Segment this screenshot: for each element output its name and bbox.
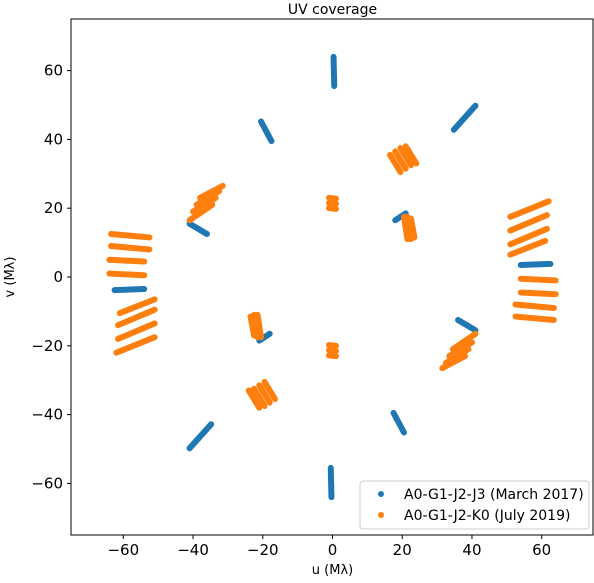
july-2019-uv-track (186, 201, 216, 224)
july-2019-uv-track (512, 301, 557, 311)
legend-marker-july-2019 (378, 512, 384, 518)
july-2019-uv-track (517, 275, 559, 284)
legend-marker-march-2017 (378, 491, 384, 497)
march-2017-uv-track (390, 409, 407, 436)
july-2019-uv-track (400, 213, 411, 243)
july-2019-uv-track (402, 143, 420, 167)
legend: A0-G1-J2-J3 (March 2017) A0-G1-J2-K0 (Ju… (359, 480, 590, 530)
data-layer (106, 53, 559, 501)
x-tick-label: 20 (393, 541, 412, 559)
march-2017-uv-track (327, 464, 335, 501)
july-2019-uv-track (397, 145, 414, 169)
july-2019-uv-track (326, 342, 339, 349)
july-2019-uv-track (407, 215, 418, 241)
july-2019-uv-track (254, 311, 265, 341)
july-2019-uv-track (106, 270, 148, 279)
july-2019-uv-track (439, 353, 468, 372)
july-2019-uv-track (108, 231, 153, 241)
july-2019-uv-track (326, 205, 339, 212)
july-2019-uv-track (326, 352, 339, 360)
july-2019-uv-track (190, 194, 219, 215)
x-tick-label: −40 (177, 541, 209, 559)
july-2019-uv-track (404, 213, 414, 243)
march-2017-uv-track (330, 53, 338, 90)
july-2019-uv-track (517, 289, 559, 298)
july-2019-uv-track (193, 188, 223, 208)
march-2017-uv-track (258, 118, 275, 145)
july-2019-uv-track (247, 313, 258, 339)
march-2017-uv-track (455, 317, 479, 334)
x-axis-label: u (Mλ) (312, 563, 353, 578)
y-tick-label: 60 (44, 62, 63, 80)
july-2019-uv-track (387, 151, 404, 176)
march-2017-uv-track (450, 102, 479, 133)
y-tick-label: 0 (53, 268, 63, 286)
x-tick-label: 60 (532, 541, 551, 559)
july-2019-uv-track (261, 378, 278, 403)
chart-title: UV coverage (288, 2, 377, 18)
march-2017-uv-track (517, 260, 554, 268)
july-2019-uv-track (326, 200, 339, 207)
july-2019-uv-track (245, 387, 263, 411)
july-2019-uv-track (442, 346, 472, 366)
y-tick-label: 20 (44, 199, 63, 217)
july-2019-uv-track (115, 320, 158, 342)
july-2019-uv-track (507, 212, 550, 234)
legend-label-march-2017: A0-G1-J2-J3 (March 2017) (404, 487, 584, 503)
x-tick-label: 40 (462, 541, 481, 559)
march-2017-uv-track (111, 286, 148, 294)
x-tick-label: 0 (328, 541, 338, 559)
march-2017-uv-track (186, 220, 210, 237)
y-tick-label: −60 (31, 474, 63, 492)
july-2019-uv-track (197, 182, 226, 201)
july-2019-uv-track (326, 347, 339, 354)
july-2019-uv-track (116, 296, 158, 317)
july-2019-uv-track (106, 256, 148, 265)
y-axis-label: v (Mλ) (3, 257, 18, 298)
july-2019-uv-track (507, 198, 552, 220)
july-2019-uv-track (392, 148, 409, 172)
july-2019-uv-track (507, 237, 549, 258)
july-2019-uv-track (251, 385, 268, 409)
july-2019-uv-track (507, 225, 550, 248)
july-2019-uv-track (446, 339, 475, 360)
x-tick-label: −60 (107, 541, 139, 559)
x-tick-label: −20 (247, 541, 279, 559)
y-tick-label: 40 (44, 130, 63, 148)
legend-box (359, 480, 590, 530)
y-tick-label: −40 (31, 406, 63, 424)
july-2019-uv-track (115, 306, 158, 329)
july-2019-uv-track (108, 243, 153, 253)
july-2019-uv-track (113, 334, 158, 356)
july-2019-uv-track (256, 382, 273, 406)
plot-frame (70, 18, 594, 536)
legend-label-july-2019: A0-G1-J2-K0 (July 2019) (404, 508, 570, 524)
axis-ticks: −60 −40 −20 0 20 40 60 −60 −40 −20 0 20 40 60 (31, 62, 551, 559)
march-2017-uv-track (186, 421, 215, 452)
july-2019-uv-track (512, 313, 557, 323)
july-2019-uv-track (326, 194, 339, 202)
july-2019-uv-track (449, 330, 479, 353)
y-tick-label: −20 (31, 337, 63, 355)
july-2019-uv-track (251, 311, 261, 341)
